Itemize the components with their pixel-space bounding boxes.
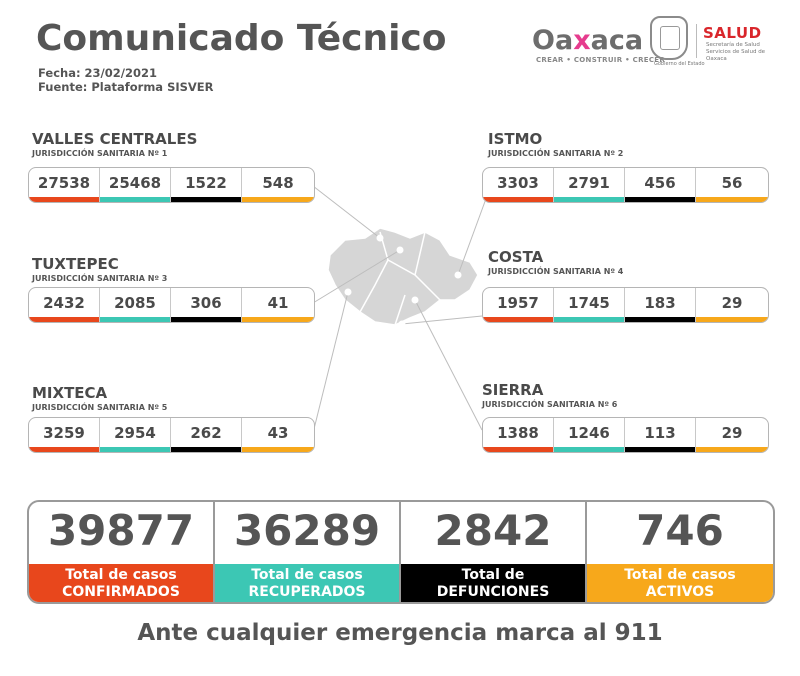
region-name: VALLES CENTRALES — [32, 130, 198, 148]
confirmados-value: 1957 — [497, 294, 539, 312]
region-name: SIERRA — [482, 381, 544, 399]
recuperados-value: 1745 — [568, 294, 610, 312]
connector-sierra — [414, 299, 483, 431]
region-jurisdiction: JURISDICCIÓN SANITARIA Nº 3 — [32, 274, 168, 283]
region-stats-mixteca: 3259 2954 262 43 — [28, 417, 315, 453]
oaxaca-logo: Oaxaca CREAR • CONSTRUIR • CRECER — [532, 25, 666, 65]
recuperados-value: 2085 — [114, 294, 156, 312]
gobierno-caption: Gobierno del Estado — [654, 61, 705, 67]
oaxaca-tagline: CREAR • CONSTRUIR • CRECER — [536, 56, 666, 64]
region-jurisdiction: JURISDICCIÓN SANITARIA Nº 2 — [488, 149, 624, 158]
activos-value: 56 — [721, 174, 743, 192]
total-value: 36289 — [233, 506, 381, 555]
recuperados-value: 2954 — [114, 424, 156, 442]
totals-panel: 39877 Total de casos CONFIRMADOS 36289 To… — [27, 500, 775, 604]
region-stats-sierra: 1388 1246 113 29 — [482, 417, 769, 453]
region-name: TUXTEPEC — [32, 255, 119, 273]
defunciones-value: 456 — [644, 174, 676, 192]
recuperados-value: 1246 — [568, 424, 610, 442]
region-stats-tuxtepec: 2432 2085 306 41 — [28, 287, 315, 323]
region-jurisdiction: JURISDICCIÓN SANITARIA Nº 6 — [482, 400, 618, 409]
region-tuxtepec: TUXTEPEC JURISDICCIÓN SANITARIA Nº 3 — [32, 256, 167, 284]
total-label: Total de casos ACTIVOS — [587, 564, 773, 602]
map-marker-mixteca — [344, 288, 352, 296]
total-value: 746 — [636, 506, 724, 555]
salud-logo: SALUD — [703, 24, 762, 42]
region-name: COSTA — [488, 248, 544, 266]
defunciones-value: 1522 — [185, 174, 227, 192]
total-confirmados: 39877 Total de casos CONFIRMADOS — [29, 502, 215, 602]
defunciones-value: 183 — [644, 294, 676, 312]
region-jurisdiction: JURISDICCIÓN SANITARIA Nº 4 — [488, 267, 624, 276]
region-istmo: ISTMO JURISDICCIÓN SANITARIA Nº 2 — [488, 131, 623, 159]
confirmados-value: 3303 — [497, 174, 539, 192]
total-recuperados: 36289 Total de casos RECUPERADOS — [215, 502, 401, 602]
total-value: 39877 — [47, 506, 195, 555]
recuperados-value: 25468 — [108, 174, 162, 192]
map-region-border-4 — [394, 294, 406, 326]
map-region-border-1 — [359, 231, 389, 313]
confirmados-value: 2432 — [43, 294, 85, 312]
activos-value: 43 — [267, 424, 289, 442]
region-costa: COSTA JURISDICCIÓN SANITARIA Nº 4 — [488, 249, 623, 277]
defunciones-value: 113 — [644, 424, 676, 442]
map-marker-tuxtepec — [396, 246, 404, 254]
salud-subtitle: Secretaría de Salud Servicios de Salud d… — [706, 42, 766, 62]
report-source: Fuente: Plataforma SISVER — [38, 80, 214, 94]
total-activos: 746 Total de casos ACTIVOS — [587, 502, 773, 602]
connector-valles — [312, 185, 381, 239]
map-marker-valles — [376, 234, 384, 242]
defunciones-value: 306 — [190, 294, 222, 312]
activos-value: 548 — [262, 174, 294, 192]
activos-value: 41 — [267, 294, 289, 312]
state-seal-icon — [650, 16, 688, 60]
confirmados-value: 1388 — [497, 424, 539, 442]
total-label: Total de DEFUNCIONES — [401, 564, 585, 602]
region-name: ISTMO — [488, 130, 543, 148]
region-sierra: SIERRA JURISDICCIÓN SANITARIA Nº 6 — [482, 382, 617, 410]
report-date: Fecha: 23/02/2021 — [38, 66, 157, 80]
total-label: Total de casos CONFIRMADOS — [29, 564, 213, 602]
region-valles-centrales: VALLES CENTRALES JURISDICCIÓN SANITARIA … — [32, 131, 197, 159]
total-defunciones: 2842 Total de DEFUNCIONES — [401, 502, 587, 602]
region-stats-costa: 1957 1745 183 29 — [482, 287, 769, 323]
map-marker-costa — [398, 320, 406, 328]
region-name: MIXTECA — [32, 384, 108, 402]
total-value: 2842 — [434, 506, 552, 555]
connector-mixteca — [312, 291, 349, 434]
map-marker-istmo — [454, 271, 462, 279]
region-jurisdiction: JURISDICCIÓN SANITARIA Nº 5 — [32, 403, 168, 412]
confirmados-value: 3259 — [43, 424, 85, 442]
confirmados-value: 27538 — [37, 174, 91, 192]
region-jurisdiction: JURISDICCIÓN SANITARIA Nº 1 — [32, 149, 168, 158]
defunciones-value: 262 — [190, 424, 222, 442]
logo-divider — [696, 24, 697, 58]
recuperados-value: 2791 — [568, 174, 610, 192]
total-label: Total de casos RECUPERADOS — [215, 564, 399, 602]
page-title: Comunicado Técnico — [36, 18, 447, 59]
region-stats-valles: 27538 25468 1522 548 — [28, 167, 315, 203]
map-marker-sierra — [411, 296, 419, 304]
connector-tuxtepec — [312, 249, 401, 304]
activos-value: 29 — [721, 424, 743, 442]
region-stats-istmo: 3303 2791 456 56 — [482, 167, 769, 203]
activos-value: 29 — [721, 294, 743, 312]
map-region-border-3 — [414, 231, 426, 276]
region-mixteca: MIXTECA JURISDICCIÓN SANITARIA Nº 5 — [32, 385, 167, 413]
emergency-footer: Ante cualquier emergencia marca al 911 — [137, 620, 663, 646]
connector-costa — [401, 315, 483, 325]
connector-istmo — [457, 195, 488, 276]
